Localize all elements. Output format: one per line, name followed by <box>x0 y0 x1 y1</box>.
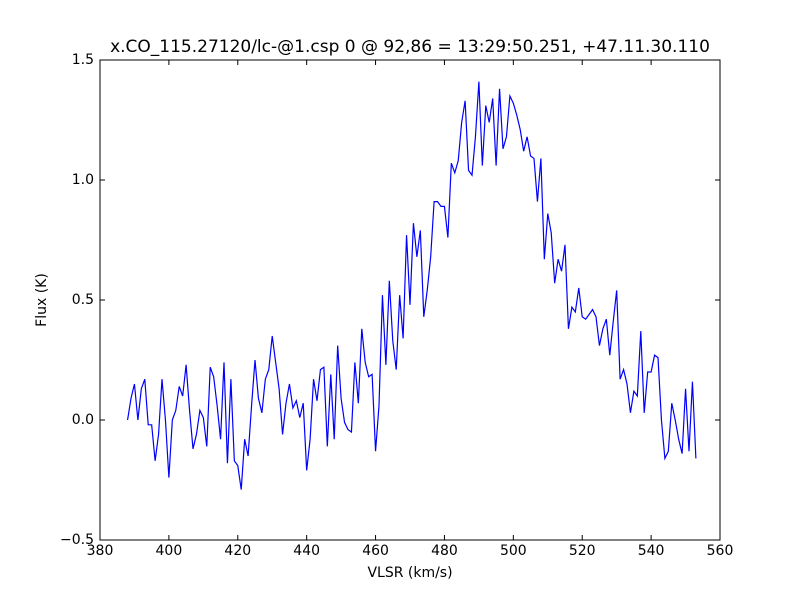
data-line <box>126 81 697 490</box>
x-tick-label: 500 <box>500 543 527 559</box>
x-tick-label: 440 <box>293 543 320 559</box>
x-tick-label: 480 <box>431 543 458 559</box>
x-axis-label: VLSR (km/s) <box>367 565 452 581</box>
x-tick-label: 380 <box>87 543 114 559</box>
x-tick-label: 540 <box>638 543 665 559</box>
y-axis-label: Flux (K) <box>34 273 50 327</box>
chart-title: x.CO_115.27120/lc-@1.csp 0 @ 92,86 = 13:… <box>110 37 710 57</box>
x-tick-label: 460 <box>362 543 389 559</box>
y-tick-label: 1.5 <box>72 52 94 68</box>
x-tick-label: 400 <box>156 543 183 559</box>
x-tick-label: 560 <box>707 543 734 559</box>
x-tick-label: 520 <box>569 543 596 559</box>
y-tick-label: 1.0 <box>72 172 94 188</box>
y-tick-label: −0.5 <box>60 532 94 548</box>
y-tick-label: 0.5 <box>72 292 94 308</box>
y-tick-label: 0.0 <box>72 412 94 428</box>
x-tick-label: 420 <box>224 543 251 559</box>
